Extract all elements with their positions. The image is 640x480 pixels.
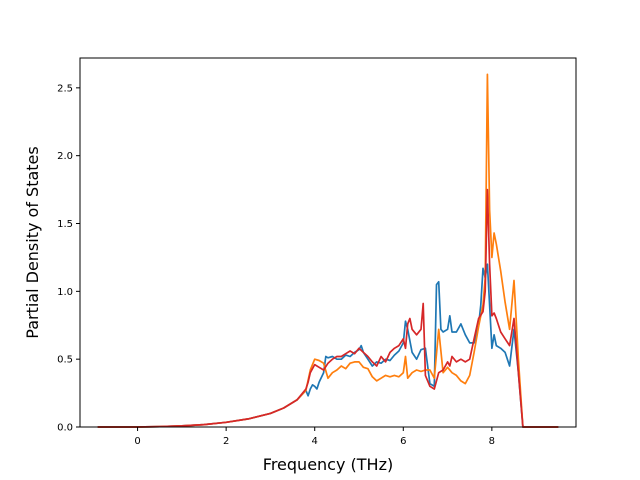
x-tick-label: 4 — [312, 436, 318, 447]
x-tick-label: 0 — [134, 436, 140, 447]
y-tick-label: 2.5 — [57, 83, 73, 94]
y-axis-label: Partial Density of States — [23, 146, 42, 338]
series-line-1 — [97, 263, 559, 428]
plot-area-frame — [79, 57, 577, 428]
y-tick-label: 0.0 — [57, 423, 73, 434]
y-tick-label: 1.0 — [57, 287, 73, 298]
x-tick-label: 2 — [223, 436, 229, 447]
y-tick-label: 2.0 — [57, 151, 73, 162]
x-axis-label: Frequency (THz) — [263, 455, 393, 474]
ticks-layer: 0 2 4 6 8 0.0 0.5 1.0 1.5 2.0 2.5 — [57, 83, 495, 447]
x-tick-label: 8 — [489, 436, 495, 447]
y-tick-label: 1.5 — [57, 219, 73, 230]
y-tick-label: 0.5 — [57, 355, 73, 366]
series-layer — [97, 73, 559, 428]
series-line-3 — [97, 188, 559, 428]
x-tick-label: 6 — [400, 436, 406, 447]
